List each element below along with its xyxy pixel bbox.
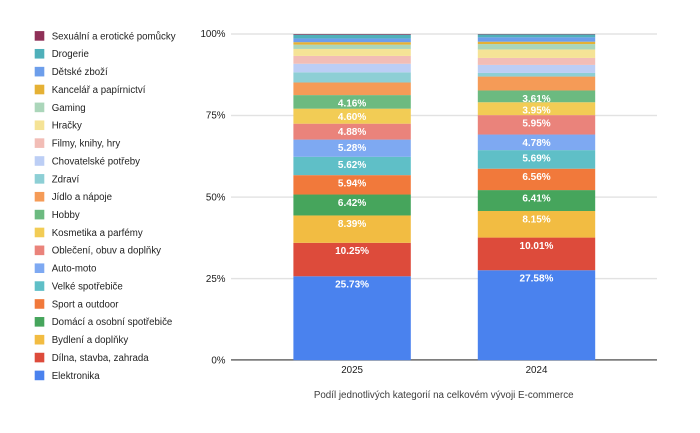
svg-text:5.28%: 5.28% [338,143,366,154]
svg-text:4.78%: 4.78% [522,138,550,149]
svg-text:Kosmetika a parfémy: Kosmetika a parfémy [52,228,143,239]
svg-text:Bydlení a doplňky: Bydlení a doplňky [52,335,129,346]
svg-text:Oblečení, obuv a doplňky: Oblečení, obuv a doplňky [52,246,161,257]
svg-text:10.25%: 10.25% [335,246,369,257]
svg-text:2024: 2024 [526,365,548,376]
svg-text:Dětské zboží: Dětské zboží [52,67,108,78]
svg-text:5.94%: 5.94% [338,178,366,189]
svg-text:8.39%: 8.39% [338,219,366,230]
svg-text:Dílna, stavba, zahrada: Dílna, stavba, zahrada [52,353,150,364]
svg-text:0%: 0% [211,355,225,366]
svg-text:4.60%: 4.60% [338,112,366,123]
svg-text:6.42%: 6.42% [338,198,366,209]
svg-text:5.62%: 5.62% [338,160,366,171]
svg-text:Domácí a osobní spotřebiče: Domácí a osobní spotřebiče [52,317,173,328]
svg-text:Podíl jednotlivých kategorií n: Podíl jednotlivých kategorií na celkovém… [314,390,574,401]
svg-text:4.16%: 4.16% [338,98,366,109]
svg-text:27.58%: 27.58% [520,274,554,285]
svg-text:4.88%: 4.88% [338,127,366,138]
svg-text:Sport a outdoor: Sport a outdoor [52,299,120,310]
svg-text:3.95%: 3.95% [522,106,550,117]
svg-text:8.15%: 8.15% [522,214,550,225]
svg-text:2025: 2025 [341,365,363,376]
svg-text:Drogerie: Drogerie [52,49,89,60]
svg-text:Chovatelské potřeby: Chovatelské potřeby [52,156,140,167]
svg-text:3.61%: 3.61% [522,94,550,105]
svg-text:Sexuální a erotické pomůcky: Sexuální a erotické pomůcky [52,31,176,42]
svg-text:Velké spotřebiče: Velké spotřebiče [52,281,123,292]
svg-text:25%: 25% [206,274,226,285]
svg-text:Kancelář a papírnictví: Kancelář a papírnictví [52,85,146,96]
svg-text:Jídlo a nápoje: Jídlo a nápoje [52,192,112,203]
svg-text:Hobby: Hobby [52,210,80,221]
svg-text:75%: 75% [206,111,226,122]
svg-text:Filmy, knihy, hry: Filmy, knihy, hry [52,139,121,150]
svg-text:25.73%: 25.73% [335,280,369,291]
svg-text:Auto-moto: Auto-moto [52,264,97,275]
svg-text:5.69%: 5.69% [522,153,550,164]
svg-text:6.41%: 6.41% [522,193,550,204]
svg-text:10.01%: 10.01% [520,241,554,252]
svg-text:Zdraví: Zdraví [52,174,80,185]
svg-text:50%: 50% [206,192,226,203]
svg-text:Hračky: Hračky [52,121,82,132]
svg-text:100%: 100% [200,29,225,40]
svg-text:6.56%: 6.56% [522,172,550,183]
svg-text:5.95%: 5.95% [522,118,550,129]
svg-text:Gaming: Gaming [52,103,86,114]
svg-text:Elektronika: Elektronika [52,371,101,382]
